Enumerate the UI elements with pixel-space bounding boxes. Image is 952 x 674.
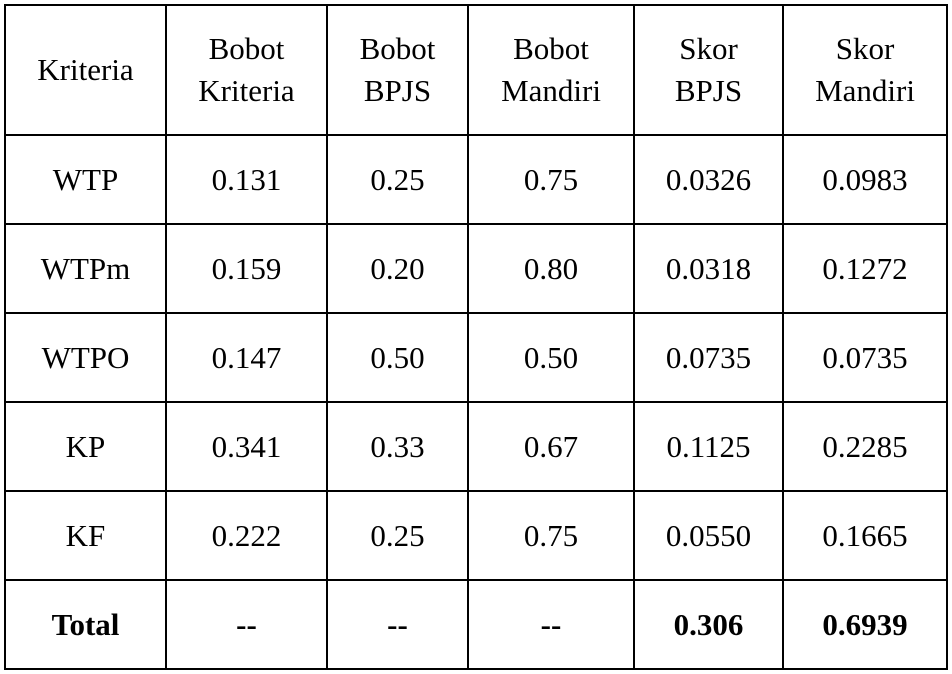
header-text: Mandiri (501, 73, 601, 108)
header-text: Bobot (359, 31, 436, 66)
table-cell: 0.80 (467, 223, 635, 314)
table-cell: 0.131 (165, 134, 328, 225)
total-cell: -- (467, 579, 635, 670)
total-cell: 0.306 (633, 579, 784, 670)
header-text: BPJS (363, 73, 432, 108)
table-row: WTPO 0.147 0.50 0.50 0.0735 0.0735 (4, 312, 948, 403)
table-cell: 0.0735 (782, 312, 948, 403)
table-row: KP 0.341 0.33 0.67 0.1125 0.2285 (4, 401, 948, 492)
table-cell: 0.341 (165, 401, 328, 492)
table-cell: 0.147 (165, 312, 328, 403)
header-text: Kriteria (37, 52, 134, 87)
table-body: WTP 0.131 0.25 0.75 0.0326 0.0983 WTPm 0.159 0.2… (4, 134, 948, 670)
header-cell: Bobot Kriteria (165, 4, 328, 136)
table-cell: 0.50 (326, 312, 469, 403)
table-cell: KF (4, 490, 167, 581)
table-cell: 0.1272 (782, 223, 948, 314)
table-row: WTPm 0.159 0.20 0.80 0.0318 0.1272 (4, 223, 948, 314)
total-row: Total -- -- -- 0.306 0.6939 (4, 579, 948, 670)
total-cell: -- (326, 579, 469, 670)
table-cell: 0.33 (326, 401, 469, 492)
table-cell: 0.20 (326, 223, 469, 314)
table-cell: 0.0326 (633, 134, 784, 225)
header-cell: Bobot Mandiri (467, 4, 635, 136)
total-cell: -- (165, 579, 328, 670)
header-text: Mandiri (815, 73, 915, 108)
header-cell: Bobot BPJS (326, 4, 469, 136)
header-text: Skor (679, 31, 738, 66)
table-cell: 0.25 (326, 134, 469, 225)
table-row: KF 0.222 0.25 0.75 0.0550 0.1665 (4, 490, 948, 581)
table-row: WTP 0.131 0.25 0.75 0.0326 0.0983 (4, 134, 948, 225)
table-cell: 0.0735 (633, 312, 784, 403)
table-cell: 0.2285 (782, 401, 948, 492)
table-cell: 0.0318 (633, 223, 784, 314)
table-cell: 0.1125 (633, 401, 784, 492)
header-text: Bobot (513, 31, 589, 66)
table-cell: 0.0983 (782, 134, 948, 225)
table-cell: 0.222 (165, 490, 328, 581)
table-cell: 0.50 (467, 312, 635, 403)
header-text: BPJS (674, 73, 743, 108)
header-text: Bobot (208, 31, 285, 66)
data-table: Kriteria Bobot Kriteria Bobot BPJS Bobot Mandi… (4, 4, 948, 670)
table-cell: WTP (4, 134, 167, 225)
table-cell: 0.25 (326, 490, 469, 581)
table-cell: 0.1665 (782, 490, 948, 581)
table-cell: 0.75 (467, 134, 635, 225)
table-cell: WTPm (4, 223, 167, 314)
header-text: Kriteria (198, 73, 295, 108)
total-cell: Total (4, 579, 167, 670)
header-cell: Kriteria (4, 4, 167, 136)
header-text: Skor (835, 31, 895, 66)
table-cell: 0.0550 (633, 490, 784, 581)
header-row: Kriteria Bobot Kriteria Bobot BPJS Bobot Mandi… (4, 4, 948, 136)
header-cell: Skor Mandiri (782, 4, 948, 136)
table-cell: KP (4, 401, 167, 492)
header-cell: Skor BPJS (633, 4, 784, 136)
table-cell: 0.67 (467, 401, 635, 492)
table-cell: 0.75 (467, 490, 635, 581)
total-cell: 0.6939 (782, 579, 948, 670)
table-cell: 0.159 (165, 223, 328, 314)
table-cell: WTPO (4, 312, 167, 403)
